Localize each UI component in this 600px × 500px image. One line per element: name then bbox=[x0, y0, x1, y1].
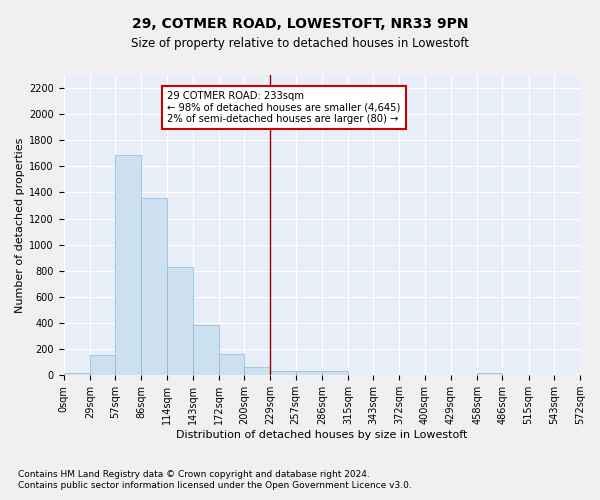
Bar bbox=[271, 370, 296, 375]
Bar bbox=[141, 198, 167, 375]
Text: 29, COTMER ROAD, LOWESTOFT, NR33 9PN: 29, COTMER ROAD, LOWESTOFT, NR33 9PN bbox=[132, 18, 468, 32]
Bar bbox=[193, 325, 219, 375]
Y-axis label: Number of detached properties: Number of detached properties bbox=[15, 138, 25, 313]
Bar bbox=[167, 267, 193, 375]
Bar bbox=[477, 374, 502, 375]
Bar bbox=[322, 372, 348, 375]
Bar bbox=[219, 354, 244, 375]
Text: Size of property relative to detached houses in Lowestoft: Size of property relative to detached ho… bbox=[131, 38, 469, 51]
Text: Contains HM Land Registry data © Crown copyright and database right 2024.: Contains HM Land Registry data © Crown c… bbox=[18, 470, 370, 479]
Text: 29 COTMER ROAD: 233sqm
← 98% of detached houses are smaller (4,645)
2% of semi-d: 29 COTMER ROAD: 233sqm ← 98% of detached… bbox=[167, 90, 401, 124]
Bar bbox=[115, 154, 141, 375]
Bar bbox=[244, 366, 271, 375]
Bar bbox=[64, 374, 90, 375]
Bar bbox=[90, 355, 115, 375]
Text: Contains public sector information licensed under the Open Government Licence v3: Contains public sector information licen… bbox=[18, 481, 412, 490]
X-axis label: Distribution of detached houses by size in Lowestoft: Distribution of detached houses by size … bbox=[176, 430, 467, 440]
Bar bbox=[296, 372, 322, 375]
